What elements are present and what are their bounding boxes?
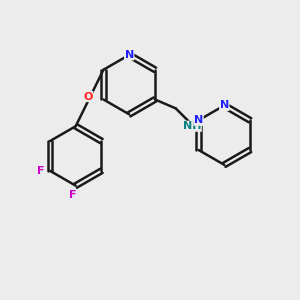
Text: N: N: [124, 50, 134, 60]
Text: N: N: [194, 115, 203, 125]
Text: O: O: [83, 92, 93, 101]
Text: F: F: [37, 166, 45, 176]
Text: N: N: [220, 100, 229, 110]
Text: F: F: [69, 190, 76, 200]
Text: NH: NH: [183, 121, 201, 131]
